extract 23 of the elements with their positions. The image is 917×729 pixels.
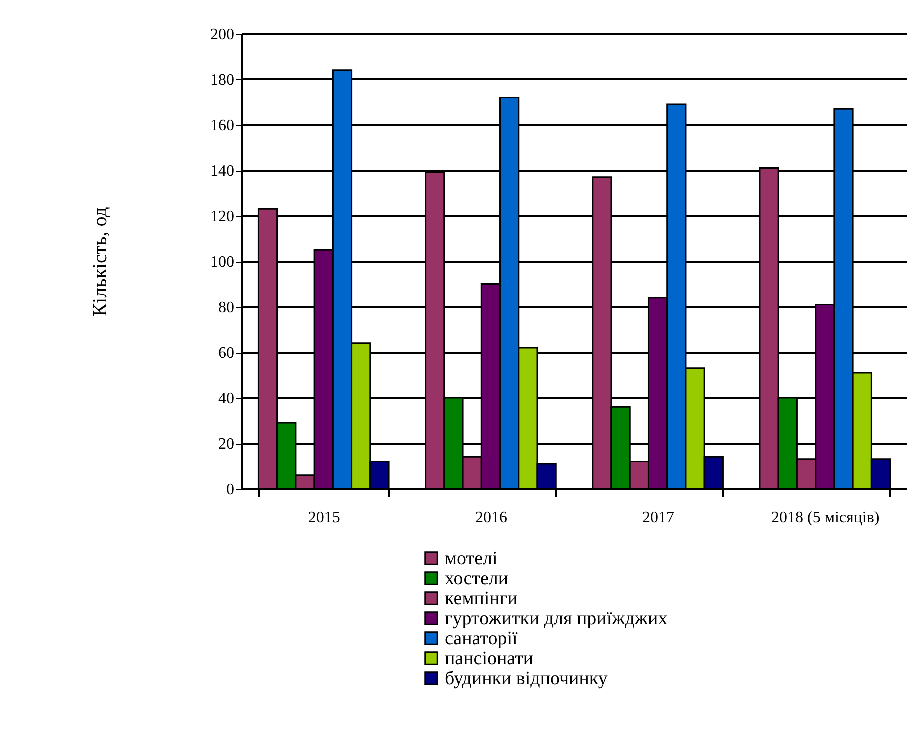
y-tick-label: 140 [210, 163, 234, 180]
y-tick-label: 20 [218, 436, 234, 453]
x-tick-label: 2016 [475, 510, 508, 526]
x-tick-label: 2015 [308, 510, 340, 526]
y-tick-label: 160 [210, 118, 234, 134]
x-tick-label: 2017 [642, 510, 675, 526]
x-tick-label: 2018 (5 місяців) [772, 510, 880, 526]
y-tick-label: 180 [210, 72, 234, 89]
legend-label: мотелі [445, 548, 498, 570]
legend-label: гуртожитки для приїжджих [445, 608, 668, 630]
legend-label: хостели [445, 568, 509, 590]
legend-label: кемпінги [445, 588, 518, 610]
y-tick-label: 200 [210, 26, 234, 44]
y-tick-label: 0 [226, 482, 234, 498]
legend-label: пансіонати [445, 648, 534, 670]
y-tick-label: 100 [210, 254, 234, 271]
y-tick-label: 120 [210, 208, 234, 226]
y-tick-label: 60 [218, 345, 234, 362]
legend-label: санаторії [445, 628, 519, 650]
legend-label: будинки відпочинку [445, 668, 608, 690]
y-tick-label: 40 [218, 390, 234, 408]
y-tick-label: 80 [218, 300, 234, 316]
y-axis-title: Кількість, од [90, 207, 112, 317]
